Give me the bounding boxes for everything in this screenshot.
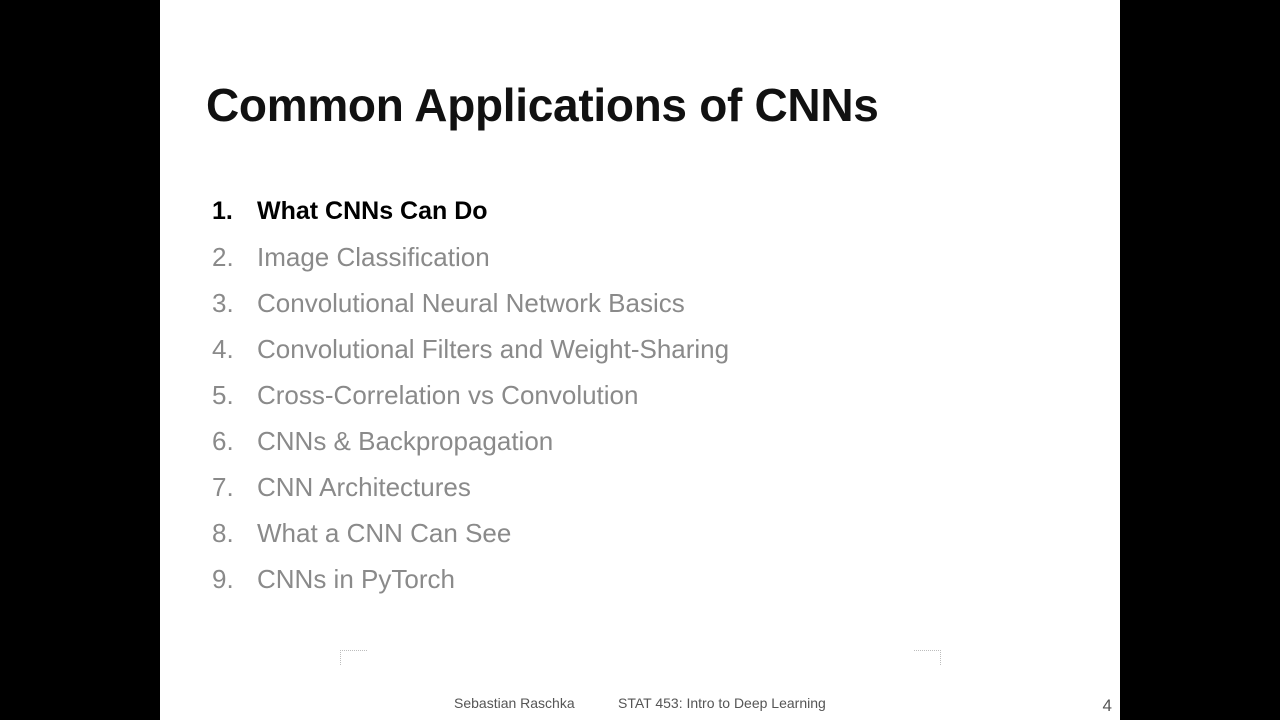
agenda-item: 2. Image Classification bbox=[212, 234, 729, 280]
slide-title: Common Applications of CNNs bbox=[206, 79, 879, 131]
agenda-item: 8. What a CNN Can See bbox=[212, 510, 729, 556]
agenda-item-label: Convolutional Filters and Weight-Sharing bbox=[257, 334, 730, 364]
page-number: 4 bbox=[1102, 696, 1112, 715]
agenda-item-label: Convolutional Neural Network Basics bbox=[257, 288, 685, 318]
agenda-item: 4. Convolutional Filters and Weight-Shari… bbox=[212, 326, 729, 372]
agenda-item: 5. Cross-Correlation vs Convolution bbox=[212, 372, 729, 418]
slide: Common Applications of CNNs 1. What CNNs … bbox=[160, 0, 1120, 720]
agenda-item-number: 2. bbox=[212, 242, 234, 272]
agenda-item-label: Cross-Correlation vs Convolution bbox=[257, 380, 639, 410]
agenda-item: 9. CNNs in PyTorch bbox=[212, 556, 729, 602]
agenda-item-number: 1. bbox=[212, 197, 233, 225]
agenda-item-number: 5. bbox=[212, 380, 234, 410]
agenda-item-number: 4. bbox=[212, 334, 234, 364]
agenda-item-number: 7. bbox=[212, 472, 234, 502]
agenda-item-label: CNN Architectures bbox=[257, 472, 471, 502]
agenda-item: 6. CNNs & Backpropagation bbox=[212, 418, 729, 464]
agenda-item: 1. What CNNs Can Do bbox=[212, 188, 729, 234]
agenda-list: 1. What CNNs Can Do 2. Image Classificatio… bbox=[212, 188, 729, 602]
agenda-item: 3. Convolutional Neural Network Basics bbox=[212, 280, 729, 326]
decorative-dotted-mark-right bbox=[914, 650, 941, 665]
agenda-item-label: What CNNs Can Do bbox=[257, 197, 488, 225]
agenda-item-label: Image Classification bbox=[257, 242, 490, 272]
decorative-dotted-mark-left bbox=[340, 650, 367, 665]
agenda-item-number: 9. bbox=[212, 564, 234, 594]
agenda-item-number: 8. bbox=[212, 518, 234, 548]
agenda-item-label: CNNs & Backpropagation bbox=[257, 426, 554, 456]
footer-course: STAT 453: Intro to Deep Learning bbox=[618, 695, 826, 711]
agenda-item-label: CNNs in PyTorch bbox=[257, 564, 455, 594]
footer-author: Sebastian Raschka bbox=[454, 695, 575, 711]
agenda-item-label: What a CNN Can See bbox=[257, 518, 512, 548]
agenda-item-number: 3. bbox=[212, 288, 234, 318]
agenda-item: 7. CNN Architectures bbox=[212, 464, 729, 510]
agenda-item-number: 6. bbox=[212, 426, 234, 456]
